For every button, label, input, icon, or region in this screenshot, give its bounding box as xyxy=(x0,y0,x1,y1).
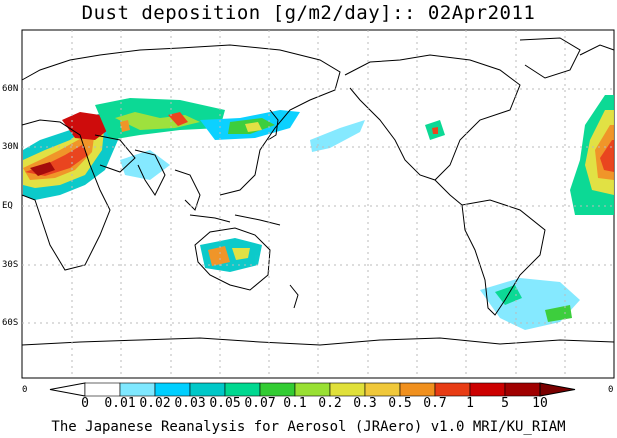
coast-south-america xyxy=(461,199,546,316)
colorbar-tick-label: 10 xyxy=(532,396,548,411)
colorbar-tick-label: 0.1 xyxy=(283,396,307,411)
colorbar-segment xyxy=(434,382,471,397)
colorbar-tick-label: 0.01 xyxy=(104,396,136,411)
footer-credit: The Japanese Reanalysis for Aerosol (JRA… xyxy=(51,419,566,435)
colorbar-tick-label: 0.02 xyxy=(139,396,171,411)
colorbar-segment xyxy=(119,382,156,397)
colorbar-tick-label: 0.3 xyxy=(353,396,377,411)
coast-australia xyxy=(194,227,271,291)
colorbar-tick-label: 0.05 xyxy=(209,396,241,411)
colorbar-tick-label: 0 xyxy=(81,396,89,411)
corner-zero-left: 0 xyxy=(22,385,28,395)
colorbar-segment xyxy=(224,382,261,397)
colorbar-tick-label: 0.03 xyxy=(174,396,206,411)
corner-zero-right: 0 xyxy=(608,385,614,395)
colorbar-arrow-left xyxy=(49,382,86,397)
colorbar-segment xyxy=(364,382,401,397)
colorbar-segment xyxy=(504,382,541,397)
colorbar-segment xyxy=(469,382,506,397)
lat-label-eq: EQ xyxy=(2,201,13,211)
coast-north-america xyxy=(344,54,521,181)
colorbar-tick-label: 1 xyxy=(466,396,474,411)
colorbar-segment xyxy=(154,382,191,397)
colorbar-arrow-right xyxy=(539,382,576,397)
colorbar-tick-label: 5 xyxy=(501,396,509,411)
lat-label-30n: 30N xyxy=(2,142,19,152)
colorbar xyxy=(49,382,576,397)
colorbar-segment xyxy=(294,382,331,397)
chart-title: Dust deposition [g/m2/day]:: 02Apr2011 xyxy=(81,2,536,24)
coast-antarctica xyxy=(21,337,615,346)
lat-label-30s: 30S xyxy=(2,260,19,270)
colorbar-segment xyxy=(329,382,366,397)
colorbar-segment xyxy=(84,382,121,397)
colorbar-tick-label: 0.7 xyxy=(423,396,447,411)
graticule xyxy=(22,30,614,378)
coastlines xyxy=(21,37,615,346)
colorbar-tick-label: 0.5 xyxy=(388,396,412,411)
colorbar-segment xyxy=(259,382,296,397)
lat-label-60n: 60N xyxy=(2,84,19,94)
dust-shading xyxy=(23,95,614,330)
colorbar-segment xyxy=(399,382,436,397)
lat-label-60s: 60S xyxy=(2,318,19,328)
colorbar-tick-label: 0.07 xyxy=(244,396,276,411)
colorbar-tick-label: 0.2 xyxy=(318,396,342,411)
colorbar-segment xyxy=(189,382,226,397)
